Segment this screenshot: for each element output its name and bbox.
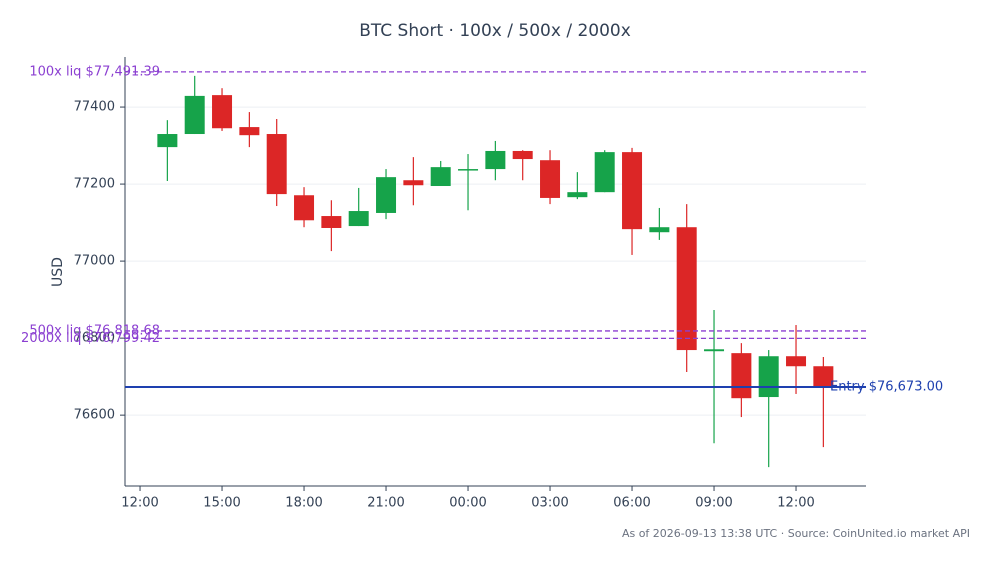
chart-title: BTC Short · 100x / 500x / 2000x [359,21,631,41]
level-label: Entry $76,673.00 [830,380,943,395]
candle-body [540,160,561,198]
candle-body [239,127,260,136]
candle-body [458,169,479,171]
x-tick-label: 00:00 [449,496,486,511]
candle-body [704,349,725,352]
candle-body [403,180,424,186]
y-axis-label: USD [50,257,66,287]
level-label: 500x liq $76,818.68 [29,323,160,338]
candle-body [676,227,697,351]
candle-body [485,150,506,170]
candle-body [731,353,752,399]
candle-body [649,227,670,233]
candle-body [157,134,178,148]
candle-body [813,366,834,387]
y-tick-label: 76800 [74,331,115,346]
x-tick-label: 12:00 [777,496,814,511]
candle-body [594,152,615,193]
candle-body [786,356,807,367]
candle-body [430,167,451,187]
candle-body [376,177,397,213]
x-tick-label: 09:00 [695,496,732,511]
candle-body [758,356,779,398]
candle-body [622,152,643,230]
y-tick-label: 77200 [74,177,115,192]
x-tick-label: 18:00 [285,496,322,511]
candle-body [348,211,369,227]
x-tick-label: 03:00 [531,496,568,511]
level-label: 2000x liq $76,799.42 [21,331,160,346]
x-tick-label: 12:00 [121,496,158,511]
candle-body [184,95,205,135]
y-tick-label: 77400 [74,100,115,115]
footnote: As of 2026-09-13 13:38 UTC · Source: Coi… [622,527,970,540]
candle-body [321,216,342,228]
x-tick-label: 21:00 [367,496,404,511]
x-tick-label: 15:00 [203,496,240,511]
y-tick-label: 76600 [74,408,115,423]
candle-body [512,150,533,160]
candle-body [266,134,287,195]
x-tick-label: 06:00 [613,496,650,511]
y-tick-label: 77000 [74,254,115,269]
level-label: 100x liq $77,491.39 [29,64,160,79]
candle-body [294,195,315,221]
candle-body [212,95,233,129]
candle-body [567,192,588,198]
